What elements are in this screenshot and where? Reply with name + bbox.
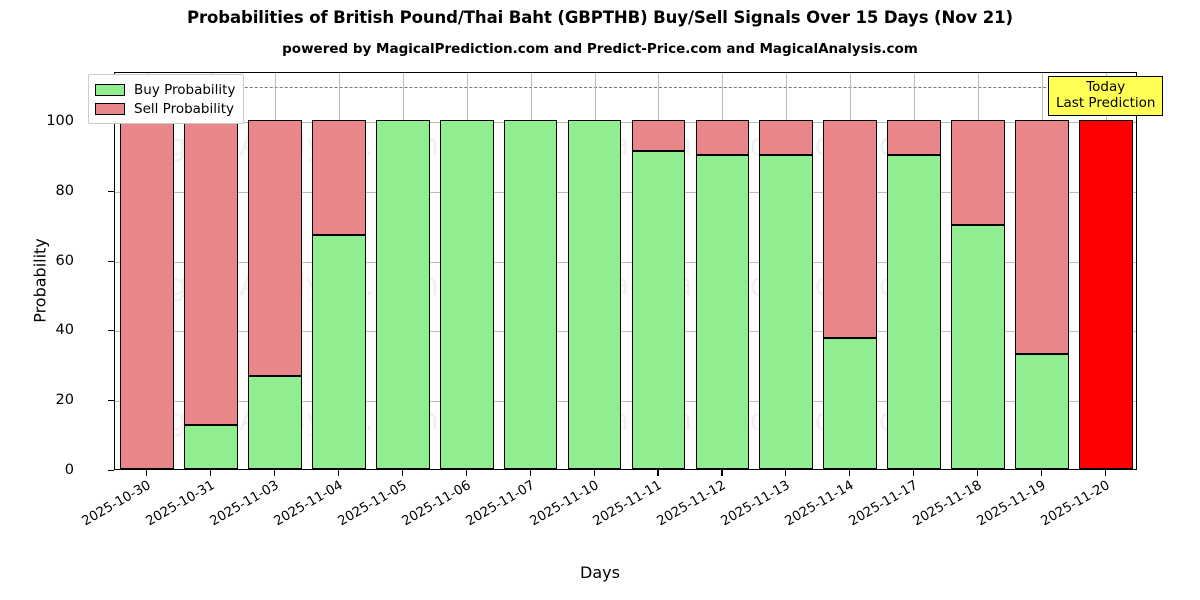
x-tick-mark bbox=[465, 470, 467, 476]
y-tick-label: 0 bbox=[64, 462, 74, 478]
x-axis-label: Days bbox=[580, 563, 620, 582]
plot-area: MagicalAnalysis.comMagicalPrediction.com… bbox=[114, 72, 1137, 470]
legend-item-buy[interactable]: Buy Probability bbox=[95, 80, 235, 99]
bar-segment-sell[interactable] bbox=[247, 119, 302, 376]
bar-segment-buy[interactable] bbox=[759, 154, 814, 469]
legend-item-sell[interactable]: Sell Probability bbox=[95, 99, 235, 118]
y-tick-mark bbox=[108, 400, 114, 402]
bar-2025-11-06[interactable] bbox=[439, 71, 494, 469]
bar-segment-sell[interactable] bbox=[695, 119, 750, 155]
chart-title: Probabilities of British Pound/Thai Baht… bbox=[187, 8, 1013, 27]
bar-2025-11-03[interactable] bbox=[247, 71, 302, 469]
x-tick-mark bbox=[657, 470, 659, 476]
legend-swatch-sell bbox=[95, 102, 125, 115]
y-tick-label: 80 bbox=[55, 182, 74, 199]
bar-segment-sell[interactable] bbox=[184, 119, 238, 426]
x-tick-mark bbox=[1105, 470, 1107, 476]
bar-segment-sell[interactable] bbox=[311, 119, 366, 236]
bar-2025-11-18[interactable] bbox=[951, 71, 1005, 469]
x-tick-mark bbox=[593, 470, 595, 476]
bar-segment-today[interactable] bbox=[1079, 119, 1133, 469]
bar-2025-10-31[interactable] bbox=[184, 71, 238, 469]
bar-2025-11-10[interactable] bbox=[567, 71, 622, 469]
bar-2025-11-11[interactable] bbox=[631, 71, 686, 469]
bars-layer bbox=[115, 73, 1136, 469]
bar-2025-11-20[interactable] bbox=[1079, 71, 1133, 469]
today-annotation: Today Last Prediction bbox=[1048, 76, 1164, 117]
y-tick-label: 60 bbox=[55, 252, 74, 269]
x-tick-mark bbox=[209, 470, 211, 476]
bar-2025-11-14[interactable] bbox=[823, 71, 878, 469]
bar-segment-buy[interactable] bbox=[631, 151, 686, 469]
y-tick-label: 40 bbox=[55, 322, 74, 339]
bar-segment-sell[interactable] bbox=[1015, 119, 1069, 354]
bar-segment-buy[interactable] bbox=[951, 224, 1005, 469]
bar-segment-sell[interactable] bbox=[120, 119, 174, 469]
legend-label-sell: Sell Probability bbox=[134, 100, 235, 117]
bar-segment-sell[interactable] bbox=[823, 119, 878, 339]
today-annotation-line2: Last Prediction bbox=[1056, 94, 1156, 111]
bar-segment-buy[interactable] bbox=[887, 154, 942, 469]
x-tick-mark bbox=[529, 470, 531, 476]
x-tick-mark bbox=[849, 470, 851, 476]
bar-2025-11-04[interactable] bbox=[311, 71, 366, 469]
x-tick-mark bbox=[977, 470, 979, 476]
y-axis-label: Probability bbox=[30, 238, 50, 323]
legend-swatch-buy bbox=[95, 83, 125, 96]
bar-segment-buy[interactable] bbox=[375, 119, 430, 469]
bar-2025-10-30[interactable] bbox=[120, 71, 174, 469]
x-tick-mark bbox=[721, 470, 723, 476]
bar-segment-buy[interactable] bbox=[184, 425, 238, 469]
bar-segment-buy[interactable] bbox=[247, 375, 302, 469]
bar-segment-sell[interactable] bbox=[951, 119, 1005, 225]
y-tick-mark bbox=[108, 260, 114, 262]
bar-segment-sell[interactable] bbox=[759, 119, 814, 155]
bar-segment-buy[interactable] bbox=[1015, 353, 1069, 469]
x-tick-mark bbox=[913, 470, 915, 476]
y-tick-mark bbox=[108, 330, 114, 332]
y-tick-mark bbox=[108, 190, 114, 192]
x-tick-mark bbox=[145, 470, 148, 476]
bar-2025-11-17[interactable] bbox=[887, 71, 942, 469]
bar-segment-buy[interactable] bbox=[695, 154, 750, 469]
x-tick-mark bbox=[785, 470, 787, 476]
bar-segment-buy[interactable] bbox=[567, 119, 622, 469]
legend-label-buy: Buy Probability bbox=[134, 81, 236, 98]
y-tick-mark bbox=[108, 470, 114, 472]
bar-2025-11-12[interactable] bbox=[695, 71, 750, 469]
bar-segment-buy[interactable] bbox=[823, 338, 878, 469]
bar-2025-11-05[interactable] bbox=[375, 71, 430, 469]
y-tick-label: 100 bbox=[46, 112, 74, 129]
x-tick-mark bbox=[401, 470, 403, 476]
chart-subtitle: powered by MagicalPrediction.com and Pre… bbox=[282, 41, 918, 57]
today-annotation-line1: Today bbox=[1086, 79, 1126, 95]
bar-segment-buy[interactable] bbox=[503, 119, 558, 469]
x-tick-mark bbox=[273, 470, 275, 476]
bar-2025-11-13[interactable] bbox=[759, 71, 814, 469]
bar-segment-buy[interactable] bbox=[439, 119, 494, 469]
bar-segment-buy[interactable] bbox=[311, 235, 366, 469]
bar-segment-sell[interactable] bbox=[631, 119, 686, 152]
y-tick-label: 20 bbox=[55, 392, 74, 409]
bar-2025-11-07[interactable] bbox=[503, 71, 558, 469]
bar-2025-11-19[interactable] bbox=[1015, 71, 1069, 469]
x-tick-mark bbox=[337, 470, 339, 476]
x-tick-mark bbox=[1041, 470, 1043, 476]
bar-segment-sell[interactable] bbox=[887, 119, 942, 155]
chart-legend: Buy Probability Sell Probability bbox=[88, 74, 245, 124]
